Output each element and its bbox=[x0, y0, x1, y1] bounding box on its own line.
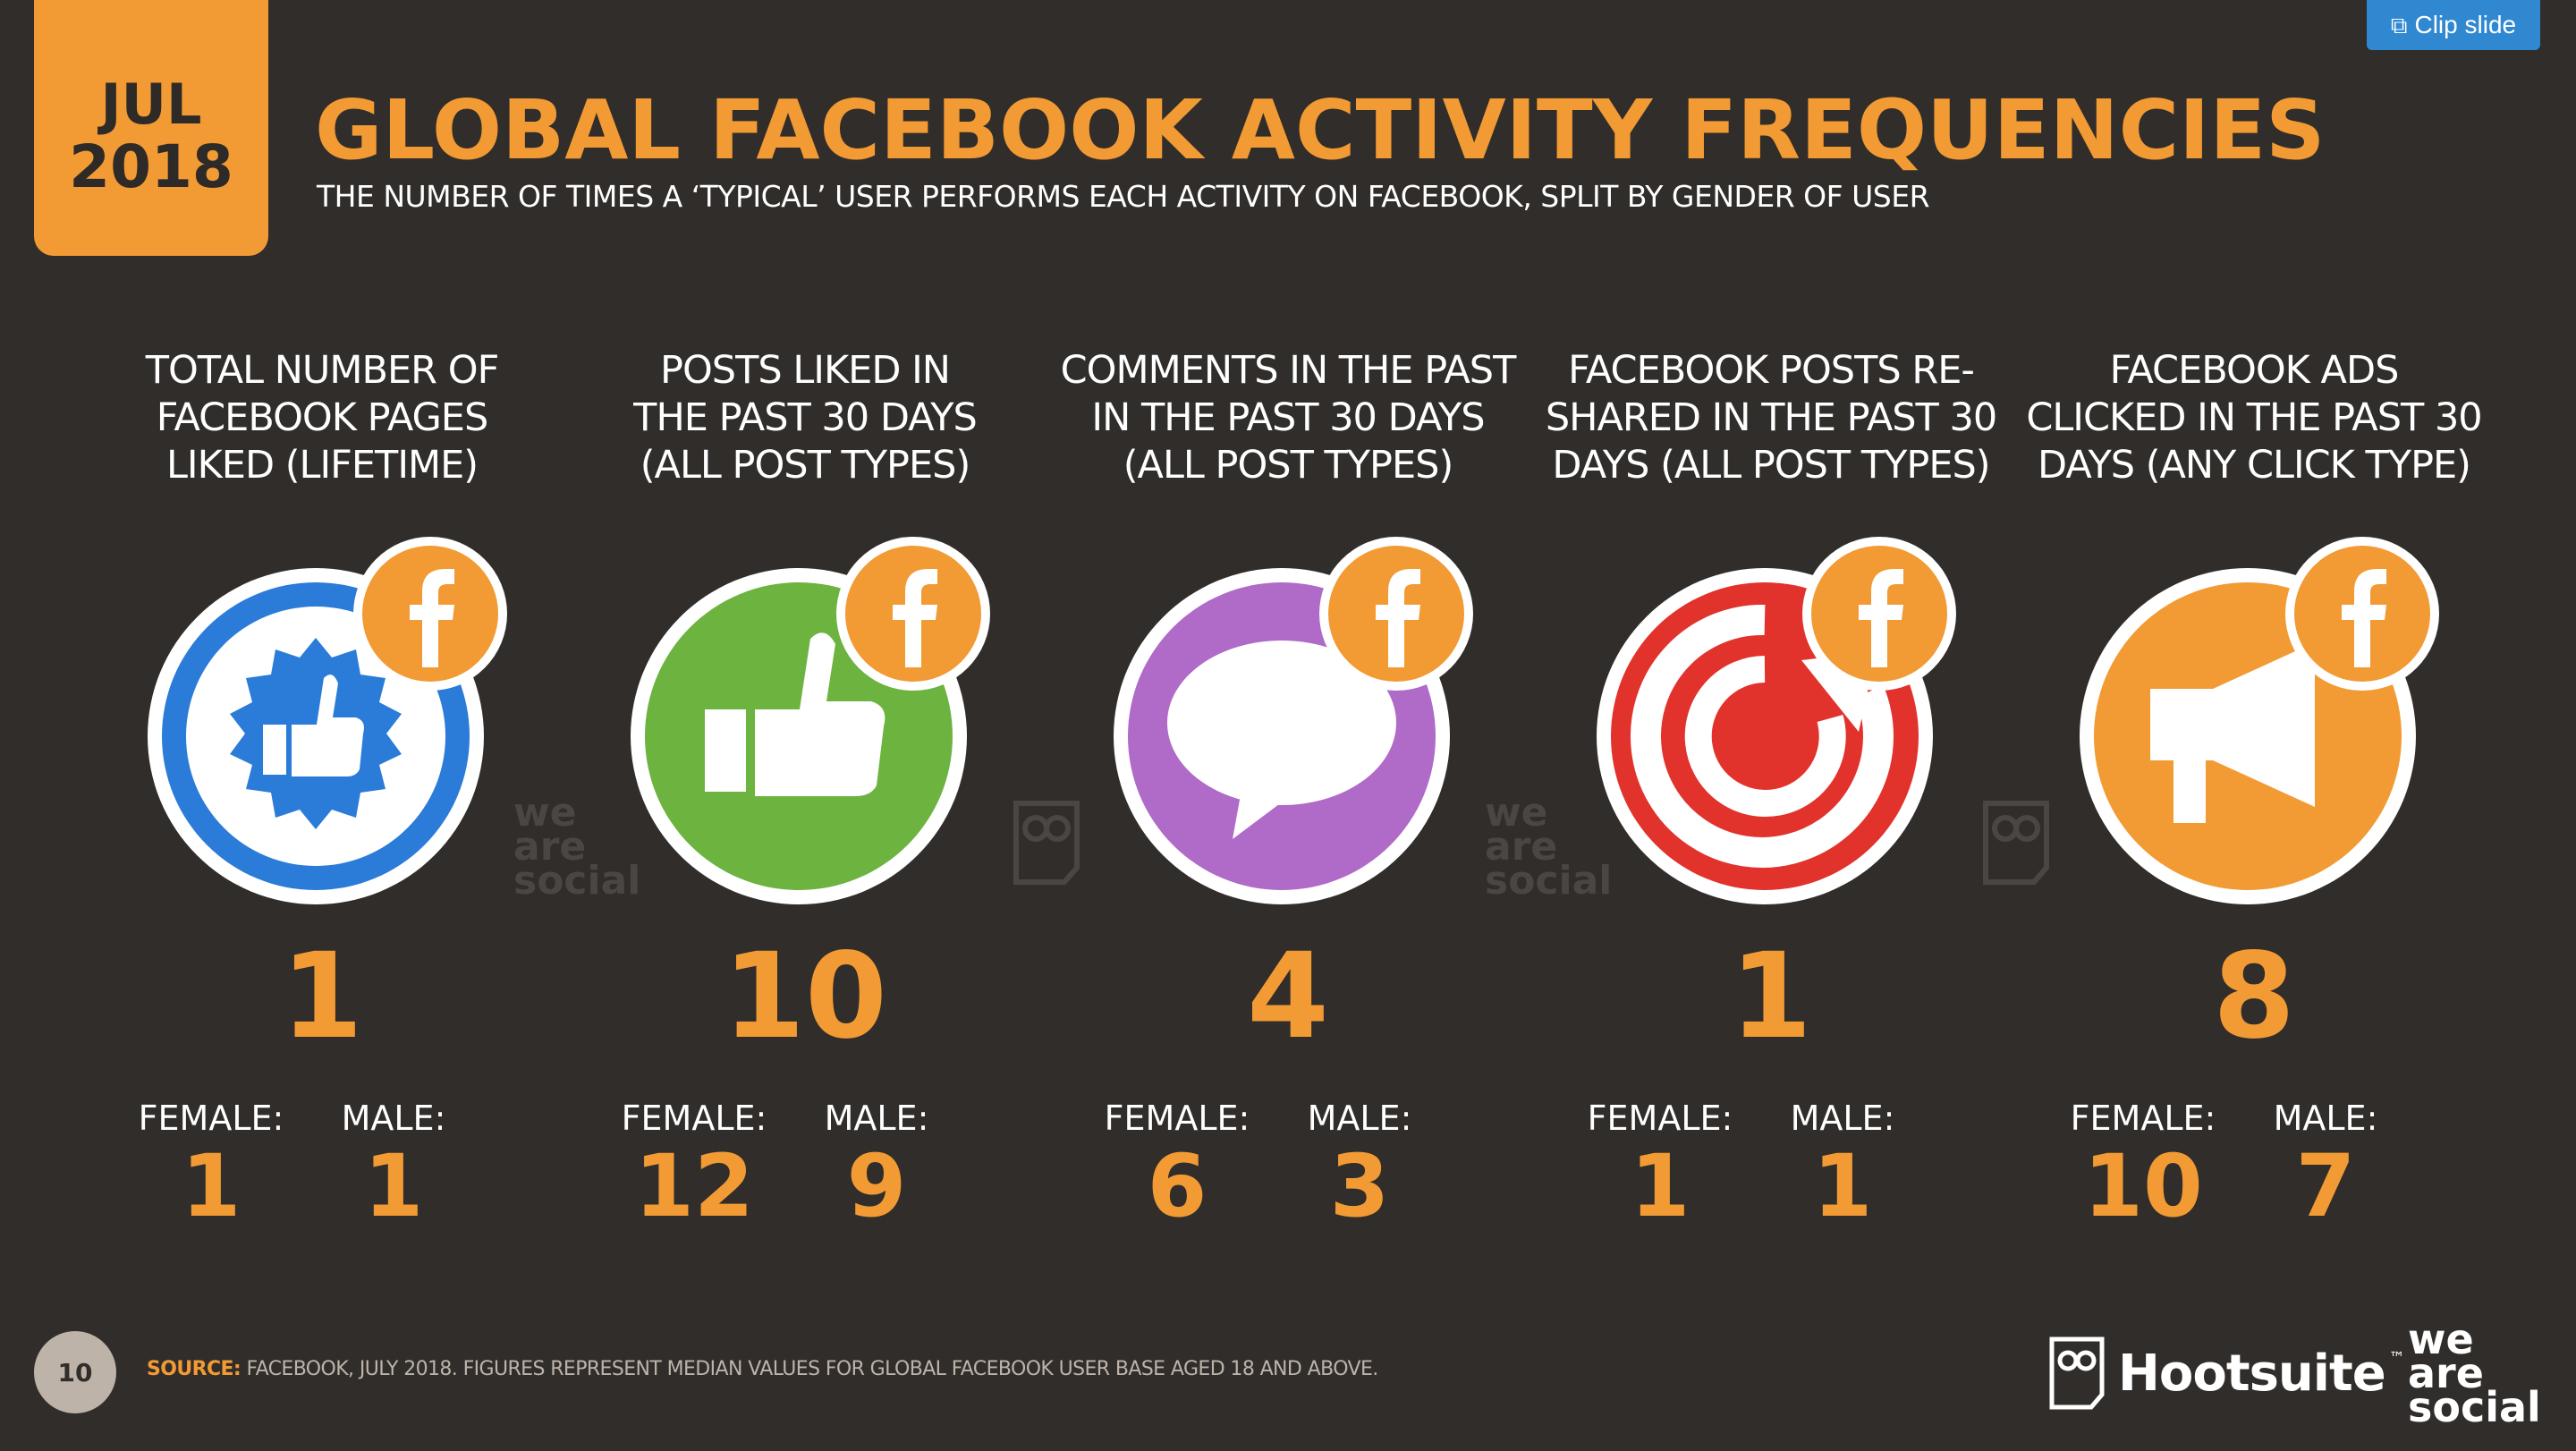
female-value: 12 bbox=[634, 1136, 754, 1236]
logo-line: we bbox=[2408, 1315, 2474, 1363]
hootsuite-logo: Hootsuite ™ bbox=[2048, 1333, 2405, 1413]
watermark-line: are bbox=[513, 824, 587, 870]
metric-label: POSTS LIKED IN THE PAST 30 DAYS (ALL POS… bbox=[633, 348, 978, 488]
female-label: FEMALE: bbox=[1104, 1099, 1250, 1138]
clip-slide-label: Clip slide bbox=[2414, 11, 2517, 38]
metric-column-pages-liked: TOTAL NUMBER OF FACEBOOK PAGES LIKED (LI… bbox=[80, 347, 564, 1277]
male-value: 1 bbox=[1812, 1136, 1873, 1236]
metric-label: TOTAL NUMBER OF FACEBOOK PAGES LIKED (LI… bbox=[145, 348, 500, 488]
male-label: MALE: bbox=[341, 1099, 446, 1138]
female-value: 10 bbox=[2083, 1136, 2203, 1236]
metric-total: 1 bbox=[1730, 928, 1812, 1065]
hootsuite-owl-watermark-icon bbox=[1013, 801, 1080, 885]
metric-total: 4 bbox=[1247, 928, 1329, 1065]
source-text: FACEBOOK, JULY 2018. FIGURES REPRESENT M… bbox=[246, 1358, 1379, 1380]
female-value: 1 bbox=[181, 1136, 242, 1236]
logo-line: social bbox=[2408, 1383, 2541, 1431]
metric-label: COMMENTS IN THE PAST IN THE PAST 30 DAYS… bbox=[1060, 348, 1517, 488]
watermark-line: we bbox=[1485, 790, 1548, 836]
hootsuite-wordmark: Hootsuite bbox=[2118, 1344, 2386, 1403]
watermark-line: social bbox=[513, 858, 641, 904]
badge-thumbs-up-icon bbox=[141, 535, 517, 911]
metric-label: FACEBOOK ADS CLICKED IN THE PAST 30 DAYS… bbox=[2026, 348, 2482, 488]
page-number: 10 bbox=[34, 1331, 116, 1413]
speech-bubble-icon bbox=[1107, 535, 1483, 911]
clip-slide-button[interactable]: ⧉ Clip slide bbox=[2367, 0, 2540, 50]
metric-total: 1 bbox=[281, 928, 363, 1065]
male-label: MALE: bbox=[824, 1099, 929, 1138]
metric-total: 8 bbox=[2213, 928, 2295, 1065]
male-label: MALE: bbox=[1307, 1099, 1412, 1138]
source-note: SOURCE: FACEBOOK, JULY 2018. FIGURES REP… bbox=[147, 1358, 1378, 1380]
watermark-line: are bbox=[1485, 824, 1558, 870]
clip-icon: ⧉ bbox=[2390, 12, 2408, 38]
we-are-social-watermark: we are social bbox=[513, 790, 641, 904]
male-label: MALE: bbox=[2273, 1099, 2378, 1138]
metric-total: 10 bbox=[723, 928, 887, 1065]
male-label: MALE: bbox=[1790, 1099, 1895, 1138]
date-year: 2018 bbox=[69, 132, 233, 201]
female-label: FEMALE: bbox=[1587, 1099, 1733, 1138]
source-label: SOURCE: bbox=[147, 1358, 242, 1380]
metric-column-reshared: FACEBOOK POSTS RE- SHARED IN THE PAST 30… bbox=[1530, 347, 2012, 1277]
male-value: 1 bbox=[363, 1136, 424, 1236]
metric-column-comments: COMMENTS IN THE PAST IN THE PAST 30 DAYS… bbox=[1046, 347, 1530, 1277]
female-label: FEMALE: bbox=[2070, 1099, 2216, 1138]
metric-column-posts-liked: POSTS LIKED IN THE PAST 30 DAYS (ALL POS… bbox=[564, 347, 1046, 1277]
male-value: 3 bbox=[1329, 1136, 1390, 1236]
slide-subtitle: THE NUMBER OF TIMES A ‘TYPICAL’ USER PER… bbox=[317, 179, 1930, 214]
reshare-arrow-icon bbox=[1590, 535, 1966, 911]
metric-label: FACEBOOK POSTS RE- SHARED IN THE PAST 30… bbox=[1545, 348, 1997, 488]
metric-column-ads-clicked: FACEBOOK ADS CLICKED IN THE PAST 30 DAYS… bbox=[2012, 347, 2496, 1277]
we-are-social-logo: we are social bbox=[2408, 1315, 2541, 1431]
megaphone-icon bbox=[2073, 535, 2449, 911]
female-label: FEMALE: bbox=[138, 1099, 284, 1138]
thumbs-up-icon bbox=[624, 535, 1000, 911]
female-value: 1 bbox=[1630, 1136, 1690, 1236]
date-tab: JUL 2018 bbox=[34, 0, 268, 256]
slide-title: GLOBAL FACEBOOK ACTIVITY FREQUENCIES bbox=[315, 82, 2326, 178]
hootsuite-owl-icon bbox=[2049, 1336, 2105, 1410]
watermark-line: social bbox=[1485, 858, 1613, 904]
female-value: 6 bbox=[1147, 1136, 1208, 1236]
hootsuite-owl-watermark-icon bbox=[1983, 801, 2049, 885]
trademark-symbol: ™ bbox=[2388, 1349, 2405, 1368]
date-month: JUL bbox=[100, 72, 202, 137]
watermark-line: we bbox=[513, 790, 577, 836]
female-label: FEMALE: bbox=[621, 1099, 767, 1138]
we-are-social-watermark: we are social bbox=[1485, 790, 1613, 904]
logo-line: are bbox=[2408, 1349, 2484, 1397]
male-value: 7 bbox=[2295, 1136, 2356, 1236]
male-value: 9 bbox=[846, 1136, 907, 1236]
